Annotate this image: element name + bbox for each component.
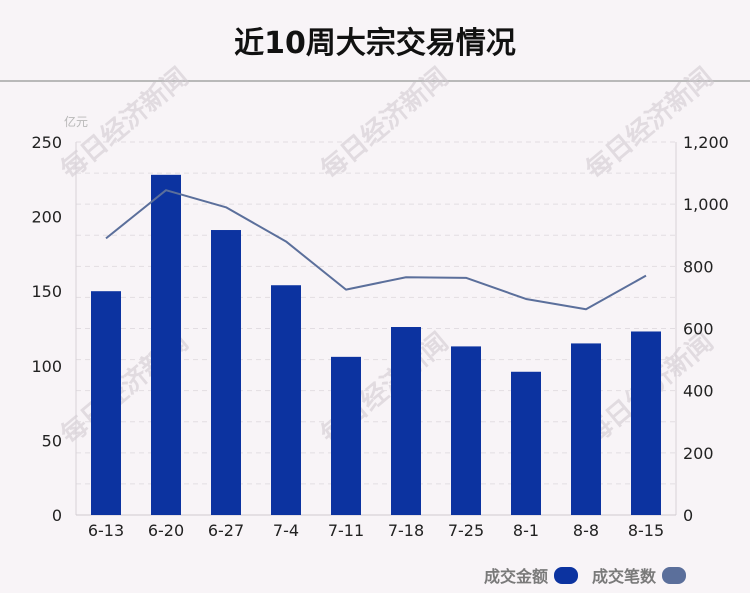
x-tick-label: 8-1	[513, 521, 539, 540]
x-tick-label: 7-4	[273, 521, 299, 540]
title-divider	[0, 80, 750, 82]
legend-swatch-count	[662, 566, 686, 584]
y-left-tick-label: 250	[31, 133, 62, 152]
bar-8-15	[631, 331, 661, 515]
x-tick-label: 6-13	[88, 521, 124, 540]
bar-8-1	[511, 371, 541, 515]
y-left-tick-label: 150	[31, 282, 62, 301]
y-right-tick-label: 800	[683, 257, 714, 276]
bar-7-18	[391, 327, 421, 515]
y-left-unit-label: 亿元	[64, 114, 88, 129]
x-tick-label: 7-11	[328, 521, 364, 540]
y-right-tick-label: 600	[683, 320, 714, 339]
legend-label-count: 成交笔数	[591, 567, 656, 586]
watermark-2: 每日经济新闻	[580, 61, 719, 185]
y-right-tick-label: 400	[683, 382, 714, 401]
legend-label-amount: 成交金额	[483, 567, 548, 586]
x-tick-label: 8-8	[573, 521, 599, 540]
y-left-tick-label: 200	[31, 208, 62, 227]
bar-6-13	[91, 291, 121, 515]
legend: 成交金额 成交笔数	[470, 562, 686, 588]
legend-swatch-amount	[553, 566, 578, 584]
bar-6-20	[151, 174, 181, 515]
x-tick-label: 7-18	[388, 521, 424, 540]
x-tick-label: 8-15	[628, 521, 664, 540]
bar-8-8	[571, 343, 601, 515]
bar-6-27	[211, 230, 241, 515]
y-left-tick-label: 50	[42, 431, 62, 450]
x-tick-label: 6-20	[148, 521, 184, 540]
bar-7-4	[271, 285, 301, 515]
watermark-1: 每日经济新闻	[315, 61, 454, 185]
x-tick-label: 7-25	[448, 521, 484, 540]
x-tick-label: 6-27	[208, 521, 244, 540]
y-right-tick-label: 0	[683, 506, 693, 525]
bar-7-25	[451, 346, 481, 515]
y-right-tick-label: 1,000	[683, 195, 729, 214]
y-left-tick-label: 0	[52, 506, 62, 525]
chart-title: 近10周大宗交易情况	[234, 26, 516, 61]
y-left-tick-label: 100	[31, 357, 62, 376]
legend-item-amount: 成交金额	[484, 563, 578, 587]
bar-7-11	[331, 356, 361, 515]
legend-item-count: 成交笔数	[592, 563, 686, 587]
line-series-count	[105, 189, 647, 311]
y-right-tick-label: 1,200	[683, 133, 729, 152]
y-right-tick-label: 200	[683, 444, 714, 463]
